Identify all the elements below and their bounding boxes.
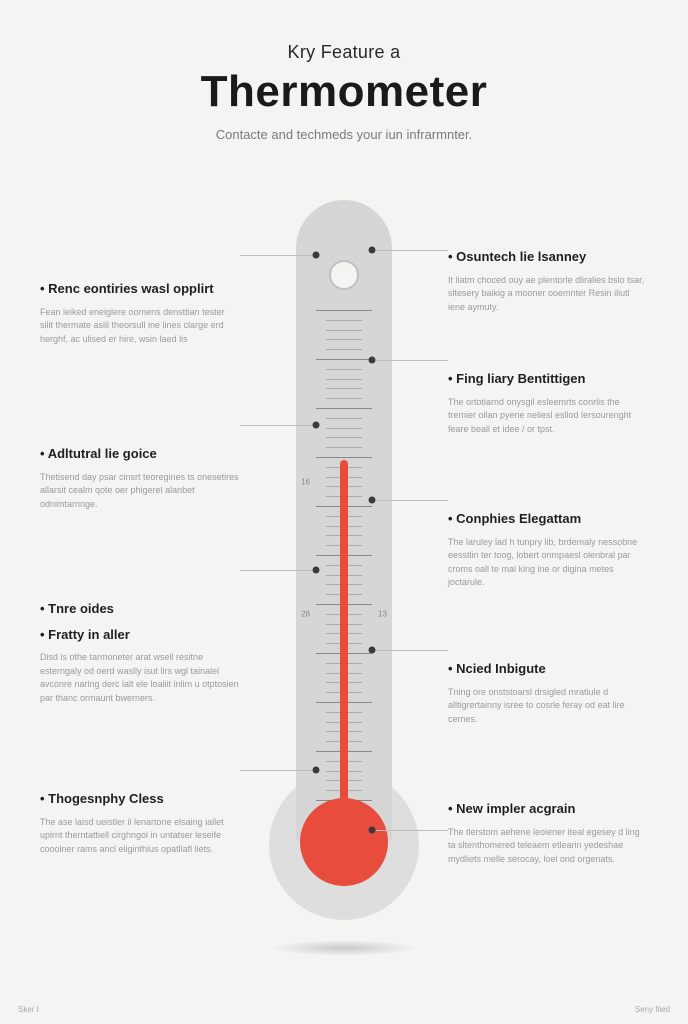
feature-body: The ase laisd ueistler il lenartone elsa… [40,816,240,857]
callout-lead [376,360,448,361]
footer-right: Seny filed [635,1005,670,1014]
feature-callout: Thogesnphy Cless The ase laisd ueistler i… [40,790,240,856]
feature-title: Tnre oides [40,600,240,618]
feature-title: Fratty in aller [40,626,240,644]
feature-callout: Fing liary Bentittigen The ortotiarnd ony… [448,370,648,436]
feature-body: It liatm choced ouy ae plentorle dlirali… [448,274,648,315]
feature-callout: Osuntech lie lsanney It liatm choced ouy … [448,248,648,314]
feature-title: Ncied Inbigute [448,660,648,678]
feature-body: Disd is othe tarmoneter arat wsell resit… [40,651,240,705]
callout-lead [376,500,448,501]
feature-callout: Conphies Elegattam The laruley lad h tunp… [448,510,648,590]
callout-point-icon [369,357,376,364]
page-title: Thermometer [0,67,688,117]
feature-title: Conphies Elegattam [448,510,648,528]
feature-title: Thogesnphy Cless [40,790,240,808]
subtitle: Contacte and techmeds your iun infrarmnt… [0,127,688,142]
callout-lead [376,650,448,651]
feature-title: Adltutral lie goice [40,445,240,463]
footer-left: Sker I [18,1005,39,1014]
feature-body: The ortotiarnd onysgil esleemrts conrlis… [448,396,648,437]
tick-label: 16 [301,477,310,486]
feature-callout: New impler acgrain The tlerstom aehene le… [448,800,648,866]
tick-label: 28 [301,609,310,618]
feature-body: The laruley lad h tunpry lib, brdemaly n… [448,536,648,590]
callout-lead [240,570,312,571]
callout-lead [376,250,448,251]
callout-point-icon [313,252,320,259]
thermometer-hang-hole [329,260,359,290]
overline: Kry Feature a [0,42,688,63]
header: Kry Feature a Thermometer Contacte and t… [0,0,688,142]
feature-callout: Renc eontiries wasl opplirt Fean leiked e… [40,280,240,346]
callout-point-icon [313,567,320,574]
thermometer: 16 28 13 [289,200,399,920]
mercury-column [340,460,348,840]
callout-lead [240,425,312,426]
callout-point-icon [313,767,320,774]
callout-lead [240,770,312,771]
callout-point-icon [369,497,376,504]
callout-point-icon [369,247,376,254]
feature-title: Fing liary Bentittigen [448,370,648,388]
feature-body: The tlerstom aehene leoiener iteal egese… [448,826,648,867]
tick-label: 13 [378,609,387,618]
feature-title: Osuntech lie lsanney [448,248,648,266]
feature-body: Thetisend day psar cinsrt teoregines ts … [40,471,240,512]
mercury-bulb [300,798,388,886]
feature-callout: Ncied Inbigute Tning ore onststoarsl drsi… [448,660,648,726]
shadow [269,940,419,956]
callout-lead [376,830,448,831]
feature-body: Tning ore onststoarsl drsigled mratiule … [448,686,648,727]
feature-body: Fean leiked eneiglere oomens densttian t… [40,306,240,347]
feature-callout: Tnre oides Fratty in aller Disd is othe ta… [40,600,240,705]
feature-title: New impler acgrain [448,800,648,818]
callout-point-icon [313,422,320,429]
callout-lead [240,255,312,256]
feature-callout: Adltutral lie goice Thetisend day psar ci… [40,445,240,511]
feature-title: Renc eontiries wasl opplirt [40,280,240,298]
callout-point-icon [369,647,376,654]
callout-point-icon [369,827,376,834]
